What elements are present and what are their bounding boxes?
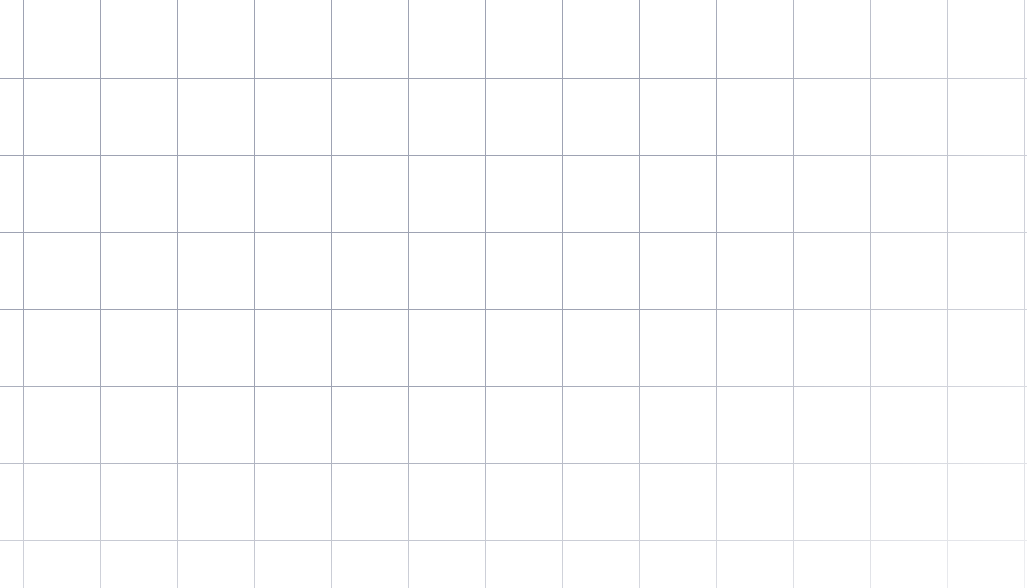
grid-line-vertical bbox=[639, 0, 640, 588]
grid-line-horizontal bbox=[0, 155, 1027, 156]
grid-line-vertical bbox=[1024, 0, 1025, 588]
grid-line-vertical bbox=[23, 0, 24, 588]
grid-line-horizontal bbox=[0, 463, 1027, 464]
grid-line-vertical bbox=[408, 0, 409, 588]
grid-line-vertical bbox=[100, 0, 101, 588]
grid-line-vertical bbox=[562, 0, 563, 588]
grid-line-vertical bbox=[947, 0, 948, 588]
grid-line-vertical bbox=[793, 0, 794, 588]
grid-line-vertical bbox=[716, 0, 717, 588]
grid-line-horizontal bbox=[0, 309, 1027, 310]
grid-line-horizontal bbox=[0, 232, 1027, 233]
grid-line-vertical bbox=[485, 0, 486, 588]
grid-line-horizontal bbox=[0, 386, 1027, 387]
grid-line-horizontal bbox=[0, 78, 1027, 79]
grid-line-vertical bbox=[254, 0, 255, 588]
grid-line-vertical bbox=[177, 0, 178, 588]
grid-line-vertical bbox=[870, 0, 871, 588]
grid-line-horizontal bbox=[0, 540, 1027, 541]
grid-line-vertical bbox=[331, 0, 332, 588]
